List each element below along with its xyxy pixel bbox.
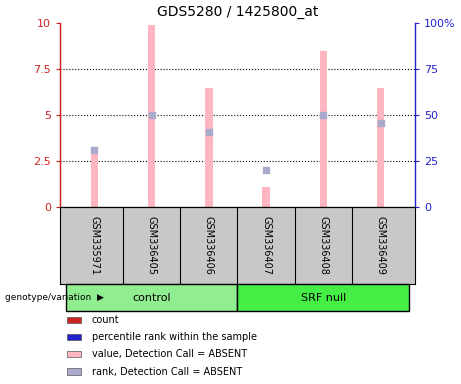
FancyBboxPatch shape <box>67 351 81 357</box>
Bar <box>262 187 270 207</box>
Point <box>205 129 213 135</box>
Point <box>262 167 270 174</box>
Title: GDS5280 / 1425800_at: GDS5280 / 1425800_at <box>157 5 318 19</box>
Text: GSM336405: GSM336405 <box>147 216 157 275</box>
Text: GSM336408: GSM336408 <box>318 216 328 275</box>
Point <box>91 147 98 153</box>
FancyBboxPatch shape <box>237 284 409 311</box>
Text: GSM336407: GSM336407 <box>261 216 271 275</box>
FancyBboxPatch shape <box>67 317 81 323</box>
Text: control: control <box>132 293 171 303</box>
Text: GSM336406: GSM336406 <box>204 216 214 275</box>
Bar <box>319 51 327 207</box>
Point <box>148 112 155 118</box>
Text: value, Detection Call = ABSENT: value, Detection Call = ABSENT <box>92 349 247 359</box>
FancyBboxPatch shape <box>67 369 81 374</box>
Text: GSM335971: GSM335971 <box>89 216 99 275</box>
Bar <box>90 147 98 207</box>
Bar <box>377 88 384 207</box>
Text: percentile rank within the sample: percentile rank within the sample <box>92 332 257 342</box>
Point <box>319 112 327 118</box>
Text: count: count <box>92 314 119 325</box>
FancyBboxPatch shape <box>65 284 237 311</box>
FancyBboxPatch shape <box>67 334 81 340</box>
Bar <box>205 88 213 207</box>
Text: SRF null: SRF null <box>301 293 346 303</box>
Text: GSM336409: GSM336409 <box>376 216 385 275</box>
Point <box>377 119 384 126</box>
Text: genotype/variation  ▶: genotype/variation ▶ <box>5 293 103 302</box>
Bar <box>148 25 155 207</box>
Text: rank, Detection Call = ABSENT: rank, Detection Call = ABSENT <box>92 366 242 377</box>
